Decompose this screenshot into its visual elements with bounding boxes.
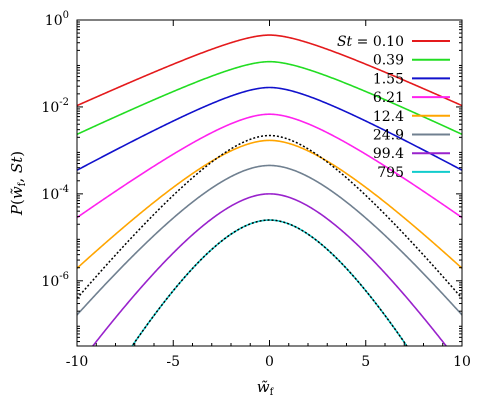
y-axis: 100 10-2 10-4 10-6 xyxy=(41,10,462,343)
legend-label-12.4: 12.4 xyxy=(373,109,404,125)
x-axis-title: w̃f xyxy=(257,378,275,398)
curve-group xyxy=(77,34,462,346)
legend: St = 0.10 0.39 1.55 6.21 12.4 24.9 99.4 795 xyxy=(337,34,450,181)
legend-label-6.21: 6.21 xyxy=(373,90,404,106)
legend-label-795: 795 xyxy=(377,165,404,181)
series-line-12.4 xyxy=(77,139,462,269)
reference-dotted-curve-0 xyxy=(77,134,462,299)
x-tick-label: -10 xyxy=(66,354,89,370)
legend-label-99.4: 99.4 xyxy=(373,146,404,162)
legend-label-0.10: St = 0.10 xyxy=(337,34,404,50)
series-line-1.55 xyxy=(77,86,462,171)
series-line-99.4 xyxy=(91,193,448,346)
x-tick-label: 0 xyxy=(265,354,274,370)
series-line-0.39 xyxy=(77,60,462,136)
y-axis-title: P(w̃f, St) xyxy=(8,151,28,216)
series-line-6.21 xyxy=(77,113,462,219)
legend-label-24.9: 24.9 xyxy=(373,128,404,144)
legend-label-1.55: 1.55 xyxy=(373,71,404,87)
x-tick-label: 5 xyxy=(361,354,370,370)
plot-frame xyxy=(76,19,463,347)
y-tick-label: 10-4 xyxy=(41,184,69,203)
x-tick-label: -5 xyxy=(166,354,180,370)
series-line-24.9 xyxy=(77,164,462,316)
y-tick-label: 10-6 xyxy=(41,271,69,290)
reference-dotted-curve-1 xyxy=(131,219,408,346)
x-tick-label: 10 xyxy=(453,354,471,370)
y-tick-label: 100 xyxy=(45,10,69,29)
legend-label-0.39: 0.39 xyxy=(373,53,404,69)
series-line-0.10 xyxy=(77,34,462,107)
y-tick-label: 10-2 xyxy=(41,97,69,116)
x-axis: -10 -5 0 5 10 xyxy=(66,20,471,370)
